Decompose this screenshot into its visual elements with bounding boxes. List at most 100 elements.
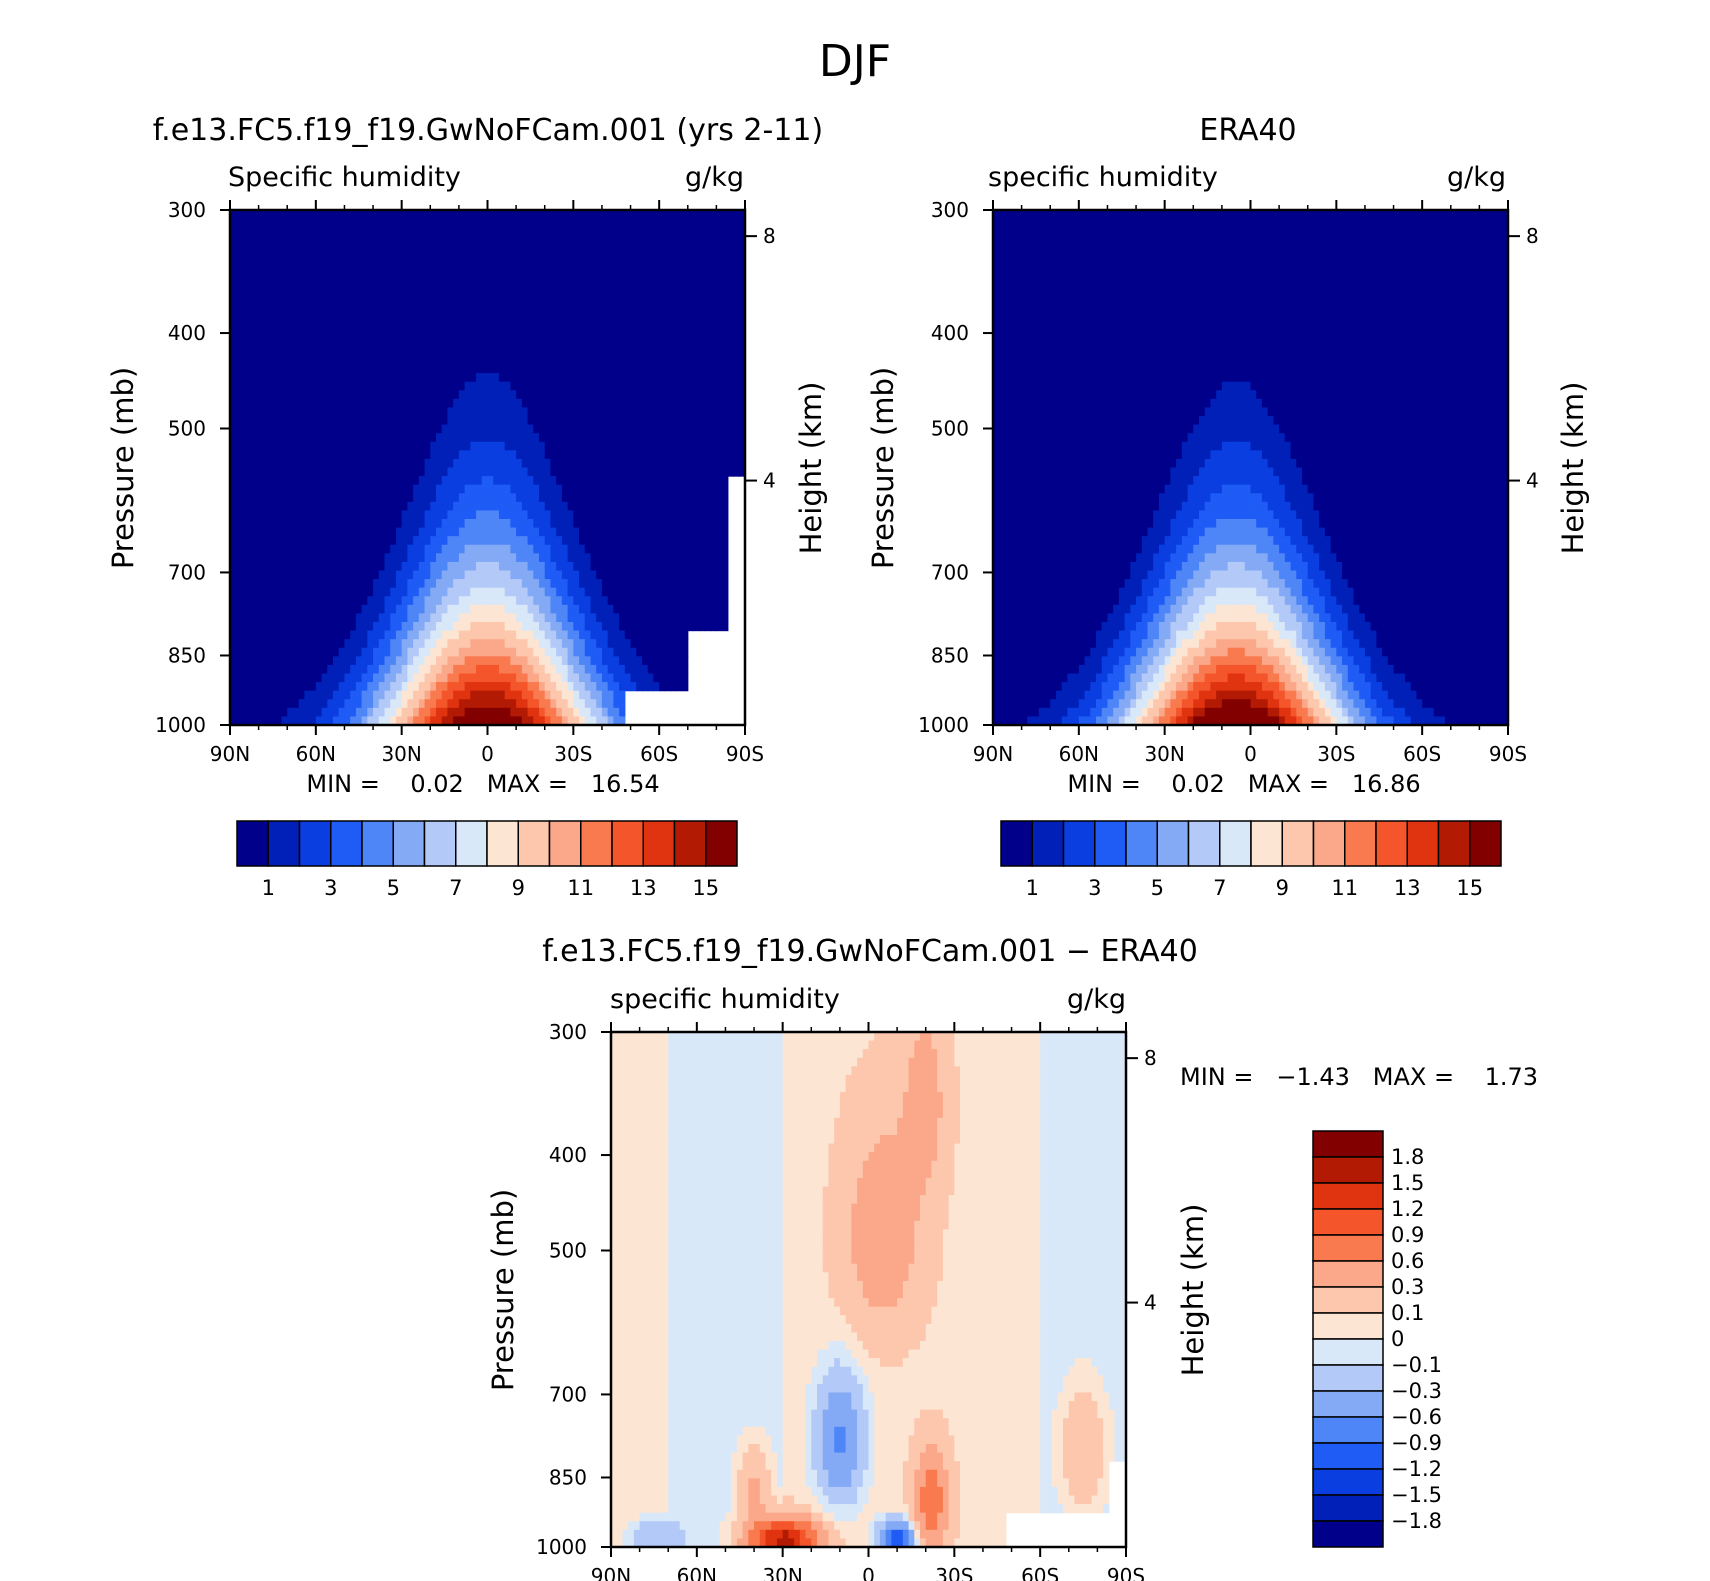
field-cell [550, 441, 557, 451]
field-cell [464, 604, 471, 615]
field-cell [516, 416, 523, 426]
field-cell [395, 587, 403, 597]
field-cell [304, 664, 311, 675]
field-cell [241, 536, 248, 546]
field-cell [630, 630, 637, 640]
field-cell [373, 596, 380, 606]
field-cell [252, 630, 260, 640]
field-cell [601, 441, 609, 451]
field-cell [241, 527, 248, 537]
field-cell [413, 484, 420, 494]
field-cell [252, 381, 260, 391]
field-cell [521, 450, 529, 460]
field-cell [733, 321, 740, 331]
field-cell [424, 330, 431, 340]
field-cell [556, 501, 563, 512]
field-cell [252, 347, 260, 357]
field-cell [636, 270, 643, 280]
field-cell [281, 682, 288, 692]
field-cell [590, 639, 597, 649]
field-cell [579, 321, 586, 331]
field-cell [355, 639, 363, 649]
field-cell [630, 570, 637, 580]
field-cell [241, 304, 248, 314]
field-cell [436, 561, 443, 572]
field-cell [619, 330, 626, 340]
field-cell [670, 287, 677, 297]
field-cell [390, 673, 397, 683]
field-cell [561, 656, 569, 666]
field-cell [653, 527, 660, 537]
field-cell [527, 433, 534, 443]
field-cell [596, 390, 603, 400]
field-cell [458, 287, 466, 297]
field-cell [722, 433, 729, 443]
field-cell [733, 467, 740, 477]
field-cell [556, 656, 563, 666]
field-cell [424, 467, 431, 477]
field-cell [699, 441, 706, 451]
field-cell [716, 484, 723, 494]
field-cell [310, 630, 317, 640]
field-cell [727, 381, 735, 391]
field-cell [235, 673, 243, 683]
field-cell [516, 536, 523, 546]
field-cell [682, 441, 689, 451]
field-cell [550, 210, 557, 220]
field-cell [498, 416, 506, 426]
field-cell [699, 484, 706, 494]
field-cell [355, 484, 363, 494]
field-cell [390, 390, 397, 400]
field-cell [544, 501, 552, 512]
field-cell [699, 270, 706, 280]
field-cell [601, 390, 609, 400]
field-cell [458, 278, 466, 288]
field-cell [699, 570, 706, 580]
field-cell [676, 441, 683, 451]
field-cell [659, 656, 666, 666]
field-cell [287, 330, 294, 340]
field-cell [642, 295, 649, 306]
field-cell [521, 510, 529, 520]
field-cell [441, 544, 449, 554]
field-cell [504, 630, 511, 640]
field-cell [338, 622, 346, 632]
field-cell [567, 355, 574, 366]
field-cell [281, 622, 288, 632]
field-cell [298, 407, 305, 417]
field-cell [613, 484, 620, 494]
field-cell [550, 450, 557, 460]
field-cell [527, 304, 534, 314]
field-cell [664, 484, 672, 494]
field-cell [596, 579, 603, 589]
field-cell [607, 467, 614, 477]
field-cell [510, 416, 517, 426]
field-cell [487, 622, 494, 632]
field-cell [579, 278, 586, 288]
field-cell [561, 467, 569, 477]
field-cell [447, 313, 454, 323]
field-cell [361, 235, 368, 245]
field-cell [361, 433, 368, 443]
field-cell [464, 270, 471, 280]
field-cell [470, 381, 477, 391]
field-cell [556, 613, 563, 623]
field-cell [327, 510, 334, 520]
field-cell [275, 587, 283, 597]
field-cell [247, 373, 254, 383]
field-cell [310, 433, 317, 443]
field-cell [436, 252, 443, 263]
field-cell [493, 604, 500, 615]
field-cell [527, 544, 534, 554]
field-cell [550, 364, 557, 374]
field-cell [653, 398, 660, 409]
field-cell [338, 364, 346, 374]
field-cell [687, 321, 695, 331]
field-cell [264, 278, 271, 288]
field-cell [624, 407, 632, 417]
field-cell [230, 210, 237, 220]
field-cell [247, 261, 254, 271]
field-cell [596, 664, 603, 675]
field-cell [699, 553, 706, 563]
field-cell [550, 656, 557, 666]
